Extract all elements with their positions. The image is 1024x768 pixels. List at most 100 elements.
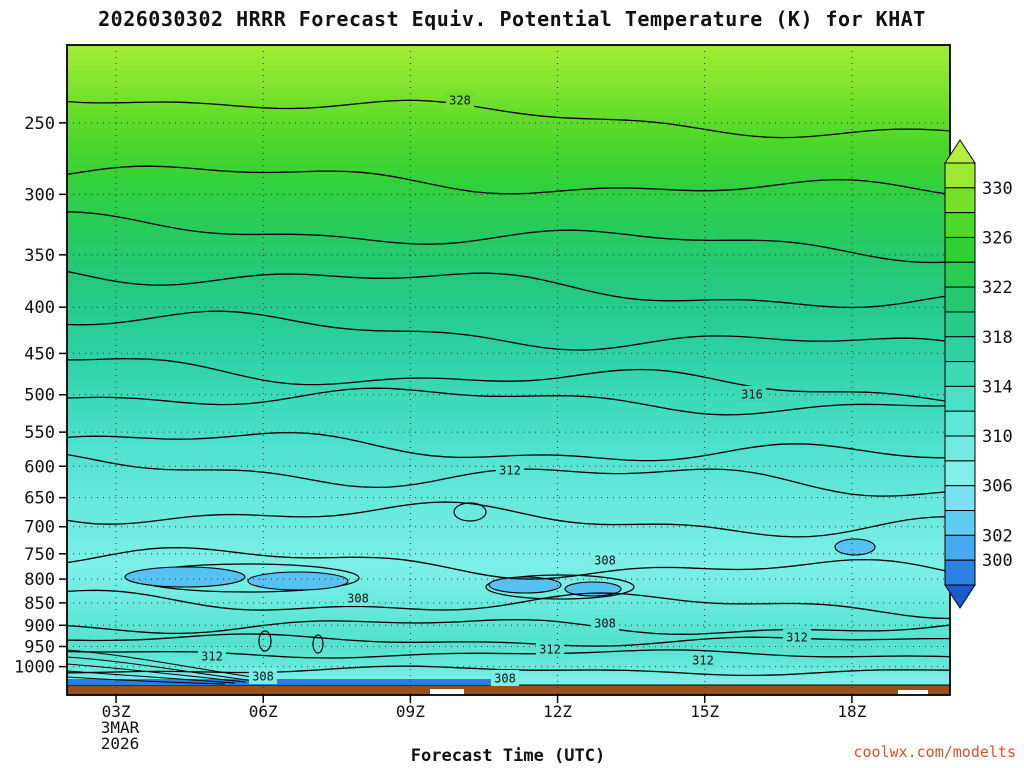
contour-label-halo [590,552,620,568]
x-axis-title: Forecast Time (UTC) [411,746,605,766]
contour-label-halo [343,590,373,606]
colorbar-band [944,236,976,263]
y-tick-label: 450 [24,344,55,364]
contour-label-halo [535,641,565,657]
x-tick-label: 12Z [543,702,572,721]
field-background [67,45,950,695]
colorbar-tick-label: 322 [982,278,1013,298]
colorbar-band [944,534,976,561]
x-tick-label: 15Z [690,702,719,721]
colorbar-band [944,385,976,412]
contour-label-halo [737,386,767,402]
contour-line-308 [67,589,950,620]
y-tick-label: 800 [24,570,55,590]
watermark-url: coolwx.com/modelts [853,743,1016,761]
colorbar-band [944,559,976,586]
colorbar-band [944,162,976,189]
colorbar-band [944,286,976,313]
colorbar-tick-label: 310 [982,427,1013,447]
contour-label-halo [590,615,620,631]
surface-contour-bundle-line [67,676,226,685]
colorbar-tick-label: 306 [982,477,1013,497]
ground-gap [430,689,464,695]
y-tick-label: 500 [24,386,55,406]
cool-air-patch [834,538,876,556]
y-tick-label: 700 [24,518,55,538]
colorbar-band [944,311,976,338]
contour-line-314 [67,431,950,462]
contour-line-308 [67,546,950,580]
y-tick-label: 1000 [14,658,55,678]
y-tick-label: 550 [24,423,55,443]
closed-contour-ring [485,574,635,600]
colorbar-band [944,361,976,387]
y-tick-label: 250 [24,114,55,134]
ground-gap [898,690,928,695]
contour-line-322 [67,270,950,309]
contour-line-326 [67,165,950,195]
closed-contour-ring [312,634,324,654]
contour-label: 308 [594,554,616,568]
x-axis-date-line: 3MAR [101,718,140,737]
cool-air-patch [247,571,349,591]
contour-label-halo [490,670,520,686]
colorbar-band [944,460,976,487]
contour-line-316 [67,387,950,416]
contour-label-halo [445,92,475,108]
x-tick-label: 09Z [396,702,425,721]
colorbar-tick-label: 314 [982,377,1013,397]
colorbar-tick-label: 318 [982,328,1013,348]
contour-label-halo [197,648,227,664]
x-tick-label: 03Z [102,702,131,721]
y-tick-label: 350 [24,246,55,266]
chart-generated-content: 328 316 312 308 308 308 312 312 312 312 308 308 250 3… [14,44,1013,753]
contour-label-halo [495,462,525,478]
colorbar-band [944,485,976,512]
colorbar-tick-label: 330 [982,179,1013,199]
contour-label: 312 [201,650,223,664]
cool-air-patch [124,566,246,588]
colorbar-tick-label: 300 [982,551,1013,571]
contour-line-324 [67,211,950,264]
cool-air-patch [564,581,622,597]
plot-area [67,45,950,695]
contour-label-halo [782,629,812,645]
y-tick-label: 300 [24,185,55,205]
colorbar-band [944,336,976,363]
colorbar-tick-label: 302 [982,526,1013,546]
x-axis-date-line: 2026 [101,734,140,753]
contour-label: 308 [347,592,369,606]
y-tick-label: 950 [24,638,55,658]
y-tick-label: 400 [24,298,55,318]
contour-label: 312 [539,643,561,657]
contour-label-halo [688,652,718,668]
contour-line-328 [67,99,950,139]
contour-label: 312 [499,464,521,478]
ground-strip [67,684,950,695]
y-tick-label: 750 [24,545,55,565]
contour-label: 312 [786,631,808,645]
colorbar-band [944,212,976,238]
contour-label: 312 [692,654,714,668]
y-tick-label: 850 [24,594,55,614]
contour-label: 316 [741,388,763,402]
surface-cold-pool [67,679,500,685]
contour-label: 308 [252,670,274,684]
colorbar-band [944,435,976,462]
colorbar-band [944,261,976,288]
colorbar-band [944,510,976,536]
colorbar-cap-bottom [944,584,976,609]
contour-line-308 [67,665,950,677]
contour-label: 308 [594,617,616,631]
contour-line-320 [67,310,950,351]
colorbar-band [944,410,976,437]
colorbar-tick-label: 326 [982,228,1013,248]
y-tick-label: 650 [24,489,55,509]
y-tick-label: 600 [24,457,55,477]
contour-label: 328 [449,94,471,108]
x-tick-label: 06Z [249,702,278,721]
contour-label: 308 [494,672,516,686]
contour-label-halo [248,668,278,684]
